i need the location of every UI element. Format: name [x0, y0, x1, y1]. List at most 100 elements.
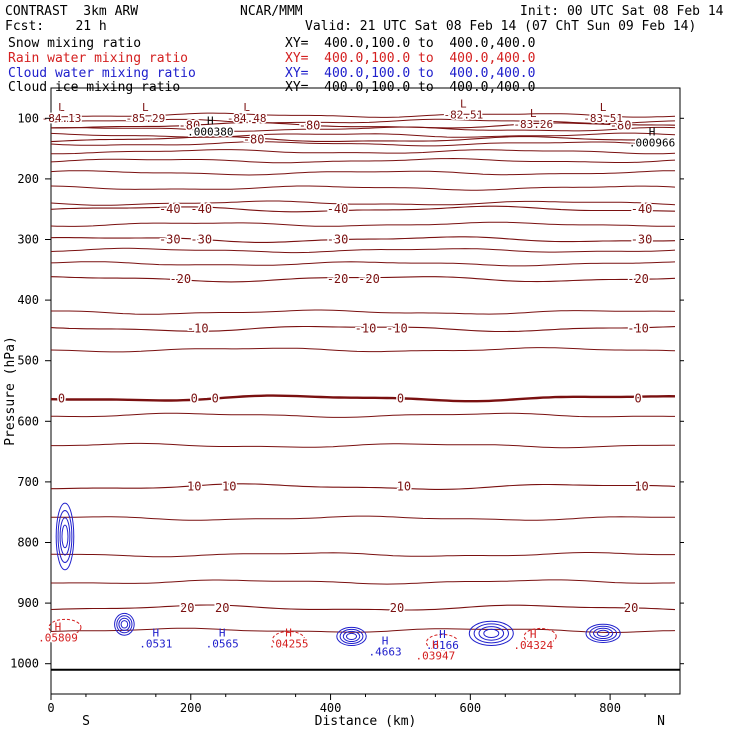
isotherm-label: -40: [327, 202, 349, 216]
cloud-water-contour: [61, 524, 69, 549]
isotherm-label: 10: [222, 480, 236, 494]
extremum-value: -83.26: [513, 118, 553, 131]
isotherm-label: -10: [627, 322, 649, 336]
legend-xy-cloud-water: XY= 400.0,100.0 to 400.0,400.0: [285, 66, 536, 81]
background-contour-line: [51, 412, 675, 418]
y-tick-label: 100: [17, 111, 39, 125]
background-contour-line: [50, 552, 675, 558]
rain-water-contour: [425, 633, 459, 651]
isotherm-label: 20: [215, 601, 229, 615]
isotherm-label: 0: [58, 391, 65, 405]
extremum-value: .0531: [139, 637, 172, 650]
legend-label-rain: Rain water mixing ratio: [8, 51, 189, 66]
extremum-marker: H: [207, 114, 214, 127]
extremum-value: .04324: [513, 639, 553, 652]
cloud-water-contour: [473, 623, 509, 644]
cloud-water-contour: [589, 625, 618, 642]
isotherm-label: -40: [190, 202, 212, 216]
isotherm-label: -80: [243, 133, 265, 147]
legend-xy-snow: XY= 400.0,100.0 to 400.0,400.0: [285, 36, 536, 51]
background-contour-line: [50, 118, 676, 124]
isotherm-label: -80: [610, 119, 632, 133]
legend-label-snow: Snow mixing ratio: [8, 36, 142, 51]
background-contour-line: [50, 132, 676, 138]
background-contour-line: [50, 157, 676, 164]
isotherm-line: [50, 205, 676, 213]
rain-water-contour: [48, 618, 82, 636]
isotherm-line: [50, 276, 676, 283]
isotherm-label: 10: [397, 480, 411, 494]
background-contour-line: [50, 126, 676, 132]
extremum-marker: L: [58, 101, 65, 114]
cloud-water-contour: [57, 509, 73, 563]
isotherm-label: -10: [355, 322, 377, 336]
y-tick-label: 300: [17, 233, 39, 247]
y-tick-label: 200: [17, 172, 39, 186]
extremum-marker: H: [432, 639, 439, 652]
background-contour-line: [50, 200, 676, 206]
legend-label-cloud-water: Cloud water mixing ratio: [8, 66, 196, 81]
isotherm-label: 0: [397, 391, 404, 405]
y-tick-label: 800: [17, 536, 39, 550]
background-contour-line: [50, 627, 676, 633]
background-contour-line: [50, 170, 675, 176]
isotherm-line: [50, 136, 676, 143]
isotherm-line: [51, 122, 676, 129]
isotherm-label: 0: [212, 391, 219, 405]
rain-water-contour: [272, 630, 306, 648]
extremum-value: -83.51: [583, 112, 623, 125]
isotherm-label: -30: [159, 233, 181, 247]
background-contour-line: [50, 261, 676, 267]
x-tick-label: 200: [180, 701, 202, 715]
y-axis-title: Pressure (hPa): [3, 336, 18, 446]
cloud-water-contour: [596, 629, 610, 638]
background-contour-line: [50, 221, 676, 227]
valid-time: Valid: 21 UTC Sat 08 Feb 14 (07 ChT Sun …: [305, 19, 697, 34]
cloud-water-contour: [116, 615, 133, 634]
y-tick-label: 900: [17, 596, 39, 610]
extremum-marker: H: [649, 125, 656, 138]
model-title: CONTRAST 3km ARW: [5, 4, 139, 19]
isotherm-label: -40: [631, 202, 653, 216]
isotherm-label: 0: [634, 391, 641, 405]
background-contour-line: [51, 149, 676, 155]
forecast-hour: Fcst: 21 h: [5, 19, 107, 34]
cloud-water-contour: [585, 623, 621, 644]
cloud-water-contour: [483, 628, 500, 639]
extremum-marker: H: [530, 628, 537, 641]
y-tick-label: 1000: [10, 657, 39, 671]
init-time: Init: 00 UTC Sat 08 Feb 14: [520, 4, 724, 19]
background-contour-line: [50, 141, 676, 147]
isotherm-label: -30: [327, 233, 349, 247]
extremum-value: .4663: [369, 645, 402, 658]
background-contour-line: [51, 309, 676, 315]
isotherm-label: 10: [187, 480, 201, 494]
x-tick-label: 400: [320, 701, 342, 715]
extremum-value: .000966: [629, 136, 675, 149]
plot-frame: [50, 87, 681, 695]
extremum-marker: H: [285, 626, 292, 639]
x-axis-title: Distance (km): [315, 714, 417, 729]
x-end-label-south: S: [82, 714, 90, 729]
isotherm-line: [51, 483, 676, 490]
extremum-value: -84.13: [42, 112, 82, 125]
isotherm-line: [50, 394, 676, 403]
x-tick-label: 800: [599, 701, 621, 715]
extremum-value: .0565: [206, 637, 239, 650]
extremum-marker: L: [243, 101, 250, 114]
y-tick-label: 600: [17, 414, 39, 428]
isotherm-label: 20: [624, 601, 638, 615]
extremum-marker: H: [382, 634, 389, 647]
cloud-water-contour: [478, 626, 505, 641]
extremum-marker: L: [530, 107, 537, 120]
extremum-value: -85.29: [125, 112, 165, 125]
extremum-marker: H: [439, 628, 446, 641]
center-label: NCAR/MMM: [240, 4, 303, 19]
rain-water-contour: [523, 627, 557, 645]
cloud-water-contour: [55, 502, 75, 571]
isotherm-label: -20: [627, 272, 649, 286]
isotherm-line: [50, 325, 676, 333]
isotherm-label: -30: [631, 233, 653, 247]
cloud-water-contour: [339, 628, 364, 645]
